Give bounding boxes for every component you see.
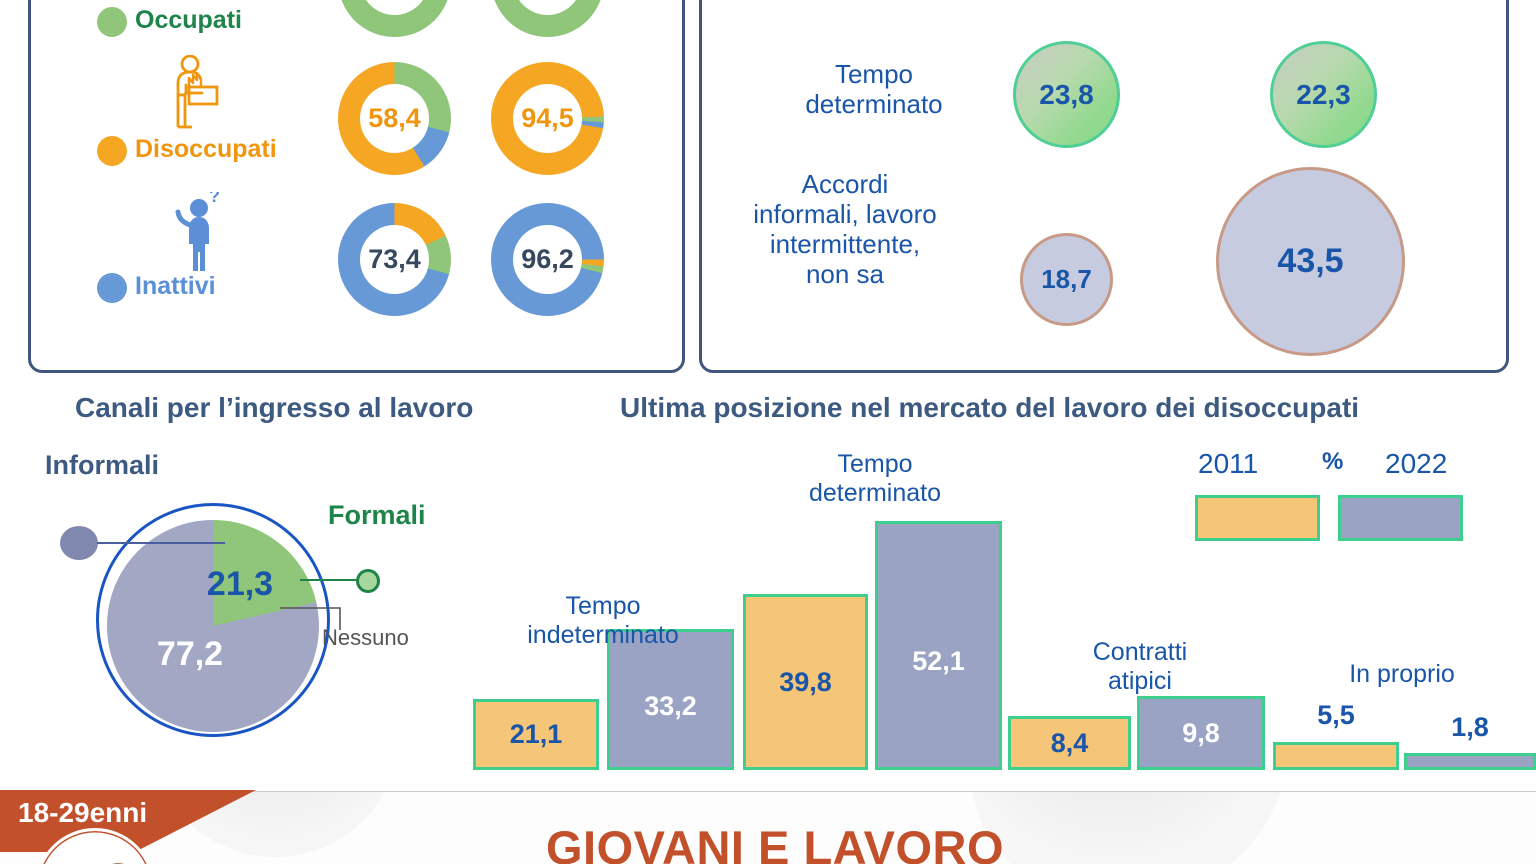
svg-text:?: ?	[209, 192, 220, 206]
